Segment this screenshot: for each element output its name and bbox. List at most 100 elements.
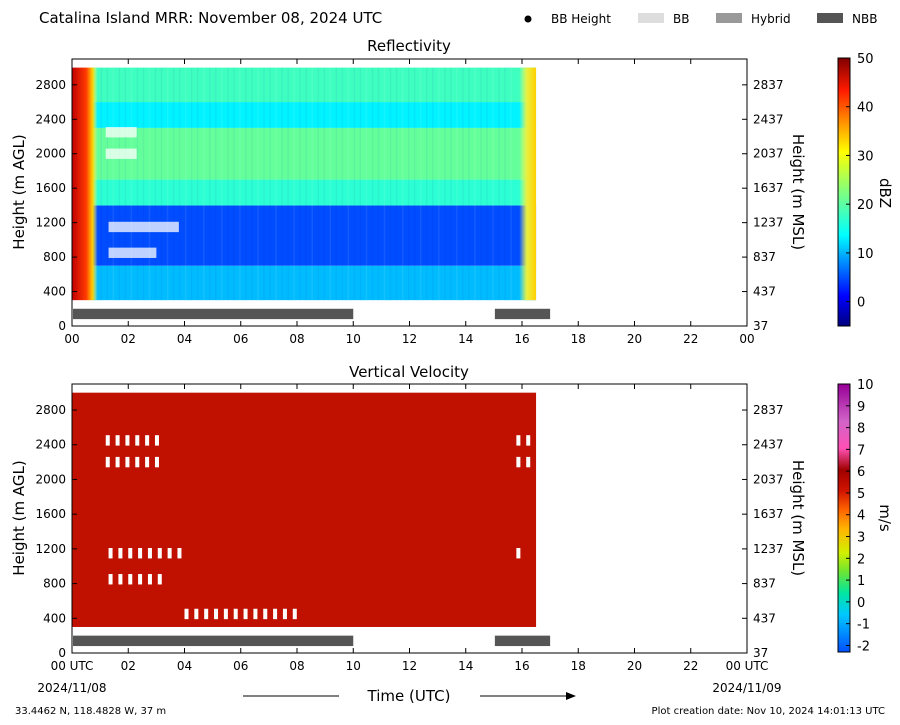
velocity-colorbar-tick-label: 7 [857, 443, 865, 458]
reflectivity-xtick-label: 10 [346, 332, 361, 346]
velocity-ytick-right-label: 2437 [753, 438, 784, 452]
velocity-colorbar-tick-label: 1 [857, 574, 865, 589]
velocity-gap [184, 608, 189, 620]
velocity-gap [243, 608, 248, 620]
velocity-ytick-label: 2800 [35, 403, 66, 417]
reflectivity-ytick-right-label: 2837 [753, 78, 784, 92]
reflectivity-streak [124, 67, 127, 301]
velocity-gap [223, 608, 228, 620]
velocity-colorbar-tick-label: 6 [857, 465, 865, 480]
velocity-ytick-label: 2400 [35, 438, 66, 452]
reflectivity-streak [335, 67, 338, 301]
velocity-gap [115, 435, 120, 446]
reflectivity-colorbar [837, 57, 851, 327]
reflectivity-xtick-label: 12 [402, 332, 417, 346]
velocity-xtick-label: 04 [177, 659, 192, 673]
velocity-gap [157, 548, 162, 559]
reflectivity-streak [317, 67, 319, 301]
velocity-gap [138, 548, 143, 559]
reflectivity-streak [504, 67, 506, 301]
velocity-gap [177, 548, 182, 559]
reflectivity-xtick-label: 02 [121, 332, 136, 346]
reflectivity-streak [221, 67, 223, 301]
reflectivity-streak [438, 67, 440, 301]
velocity-xtick-label: 12 [402, 659, 417, 673]
velocity-ytick-right-label: 1637 [753, 507, 784, 521]
reflectivity-streak [136, 67, 139, 301]
reflectivity-ytick-right-label: 837 [753, 250, 776, 264]
footer-location: 33.4462 N, 118.4828 W, 37 m [15, 706, 166, 717]
reflectivity-gap [108, 221, 179, 233]
velocity-xtick-label: 00 UTC [51, 659, 94, 673]
reflectivity-streak [359, 67, 362, 301]
reflectivity-streak [287, 67, 289, 301]
reflectivity-streak [425, 67, 428, 301]
reflectivity-layer-1 [92, 205, 537, 266]
reflectivity-streak [184, 67, 187, 301]
velocity-gap [135, 435, 140, 446]
legend-hybrid-label: Hybrid [751, 12, 791, 26]
reflectivity-streak [377, 67, 380, 301]
reflectivity-colorbar-label: dBZ [876, 178, 894, 208]
reflectivity-xtick-label: 16 [514, 332, 529, 346]
velocity-gap [125, 435, 130, 446]
velocity-xtick-label: 20 [627, 659, 642, 673]
legend-nbb-swatch [817, 13, 843, 23]
reflectivity-colorbar-tick-label: 10 [857, 247, 874, 262]
velocity-gap [526, 435, 531, 446]
reflectivity-streak [239, 67, 241, 301]
time-arrow-head [566, 692, 576, 700]
reflectivity-streak [106, 67, 109, 301]
velocity-ytick-right-label: 2837 [753, 403, 784, 417]
reflectivity-xtick-label: 20 [627, 332, 642, 346]
reflectivity-ytick-right-label: 2037 [753, 147, 784, 161]
reflectivity-streak [305, 67, 307, 301]
reflectivity-streak [462, 67, 464, 301]
reflectivity-xtick-label: 14 [458, 332, 473, 346]
reflectivity-streak [112, 67, 115, 301]
velocity-gap [157, 574, 162, 585]
velocity-colorbar-tick-label: 9 [857, 400, 865, 415]
velocity-gap [263, 608, 268, 620]
velocity-xtick-label: 02 [121, 659, 136, 673]
reflectivity-streak [389, 67, 392, 301]
velocity-colorbar-tick-label: 5 [857, 487, 865, 502]
velocity-ytick-right-label: 1237 [753, 542, 784, 556]
date-start: 2024/11/08 [37, 681, 106, 695]
reflectivity-ytick-label: 2000 [35, 147, 66, 161]
reflectivity-ytick-right-label: 37 [753, 319, 768, 333]
velocity-gap [516, 456, 521, 468]
reflectivity-layer-4 [92, 102, 537, 128]
reflectivity-streak [190, 67, 193, 301]
reflectivity-streak [251, 67, 253, 301]
velocity-gap [128, 574, 133, 585]
velocity-gap [135, 456, 140, 468]
legend-bb-height-dot [524, 15, 532, 23]
velocity-field [72, 392, 537, 627]
velocity-xtick-label: 18 [571, 659, 586, 673]
reflectivity-streak [148, 67, 151, 301]
velocity-colorbar-tick-label: 0 [857, 596, 865, 611]
legend-bb-height-label: BB Height [551, 12, 611, 26]
reflectivity-streak [510, 67, 512, 301]
velocity-nbb-bar-0 [73, 635, 354, 647]
reflectivity-streak [160, 67, 163, 301]
reflectivity-xtick-label: 06 [233, 332, 248, 346]
reflectivity-xtick-label: 08 [289, 332, 304, 346]
velocity-gap [105, 435, 110, 446]
velocity-gap [516, 548, 521, 559]
legend-bb-swatch [638, 13, 664, 23]
velocity-colorbar-tick-label: 8 [857, 422, 865, 437]
velocity-ytick-label: 2000 [35, 472, 66, 486]
reflectivity-gap [105, 127, 137, 138]
reflectivity-streak [293, 67, 295, 301]
reflectivity-streak [456, 67, 458, 301]
reflectivity-streak [486, 67, 488, 301]
date-end: 2024/11/09 [712, 681, 781, 695]
reflectivity-streak [347, 67, 350, 301]
reflectivity-colorbar-tick-label: 50 [857, 52, 874, 67]
reflectivity-streak [202, 67, 205, 301]
reflectivity-xtick-label: 18 [571, 332, 586, 346]
